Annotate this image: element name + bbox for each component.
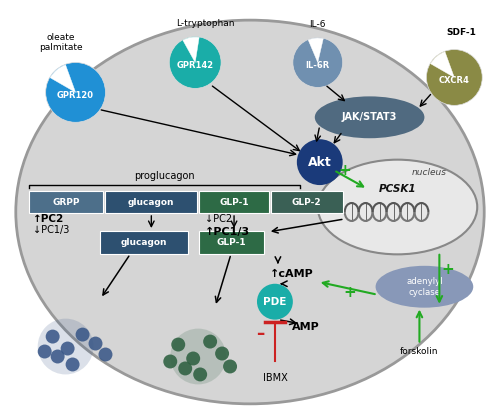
Text: adenylyl
cyclase: adenylyl cyclase [406, 277, 442, 297]
Text: L-tryptophan: L-tryptophan [176, 19, 234, 28]
Circle shape [76, 328, 90, 342]
Circle shape [172, 338, 185, 352]
Text: ↑PC1/3: ↑PC1/3 [205, 227, 250, 237]
Circle shape [38, 344, 52, 359]
Text: ↑cAMP: ↑cAMP [270, 269, 314, 279]
Text: CXCR4: CXCR4 [439, 76, 470, 85]
Text: ↓PC2: ↓PC2 [205, 214, 233, 224]
Wedge shape [308, 38, 324, 63]
Text: ↑PC2: ↑PC2 [32, 214, 64, 224]
FancyBboxPatch shape [106, 191, 197, 214]
Text: GLP-1: GLP-1 [216, 239, 246, 247]
Text: AMP: AMP [292, 322, 320, 332]
FancyBboxPatch shape [271, 191, 342, 214]
Circle shape [293, 38, 343, 88]
FancyBboxPatch shape [199, 231, 264, 254]
Circle shape [46, 63, 106, 122]
Text: GRPP: GRPP [52, 198, 80, 206]
FancyBboxPatch shape [100, 231, 188, 254]
Circle shape [186, 352, 200, 365]
Circle shape [178, 362, 192, 375]
Circle shape [297, 139, 343, 185]
Circle shape [98, 347, 112, 362]
Circle shape [193, 367, 207, 382]
Text: PCSK1: PCSK1 [378, 184, 416, 194]
Circle shape [203, 334, 217, 349]
Wedge shape [183, 37, 199, 63]
FancyBboxPatch shape [199, 191, 269, 214]
Ellipse shape [16, 20, 484, 404]
Text: Akt: Akt [308, 156, 332, 168]
Ellipse shape [376, 266, 474, 308]
Text: IBMX: IBMX [262, 374, 287, 384]
Text: SDF-1: SDF-1 [446, 28, 476, 37]
Text: proglucagon: proglucagon [134, 171, 194, 181]
Text: +: + [441, 262, 454, 277]
FancyBboxPatch shape [28, 191, 104, 214]
Circle shape [38, 319, 94, 374]
Text: ↓PC1/3: ↓PC1/3 [32, 225, 69, 235]
Wedge shape [430, 52, 454, 78]
Text: –: – [256, 324, 264, 342]
Circle shape [170, 329, 226, 384]
Circle shape [223, 359, 237, 374]
Circle shape [46, 329, 60, 344]
Text: GPR120: GPR120 [57, 91, 94, 100]
Text: IL-6: IL-6 [310, 20, 326, 29]
Wedge shape [50, 65, 76, 93]
Text: +: + [344, 285, 356, 300]
Ellipse shape [318, 160, 477, 254]
Circle shape [50, 349, 64, 364]
Text: glucagon: glucagon [121, 239, 168, 247]
Circle shape [164, 354, 177, 369]
Text: nucleus: nucleus [412, 168, 447, 177]
Circle shape [426, 50, 482, 106]
Ellipse shape [315, 96, 424, 138]
Circle shape [88, 337, 102, 351]
Text: IL-6R: IL-6R [306, 61, 330, 70]
Circle shape [215, 347, 229, 360]
Text: +: + [338, 163, 351, 178]
Text: forskolin: forskolin [400, 347, 438, 356]
Text: oleate
palmitate: oleate palmitate [39, 33, 82, 52]
Text: GLP-2: GLP-2 [292, 198, 322, 206]
Circle shape [257, 284, 293, 319]
Circle shape [60, 342, 74, 356]
Circle shape [66, 357, 80, 372]
Text: GPR142: GPR142 [176, 61, 214, 70]
Text: PDE: PDE [263, 296, 286, 306]
Text: glucagon: glucagon [128, 198, 174, 206]
Text: GLP-1: GLP-1 [219, 198, 249, 206]
Circle shape [170, 37, 221, 88]
Text: JAK/STAT3: JAK/STAT3 [342, 112, 398, 122]
